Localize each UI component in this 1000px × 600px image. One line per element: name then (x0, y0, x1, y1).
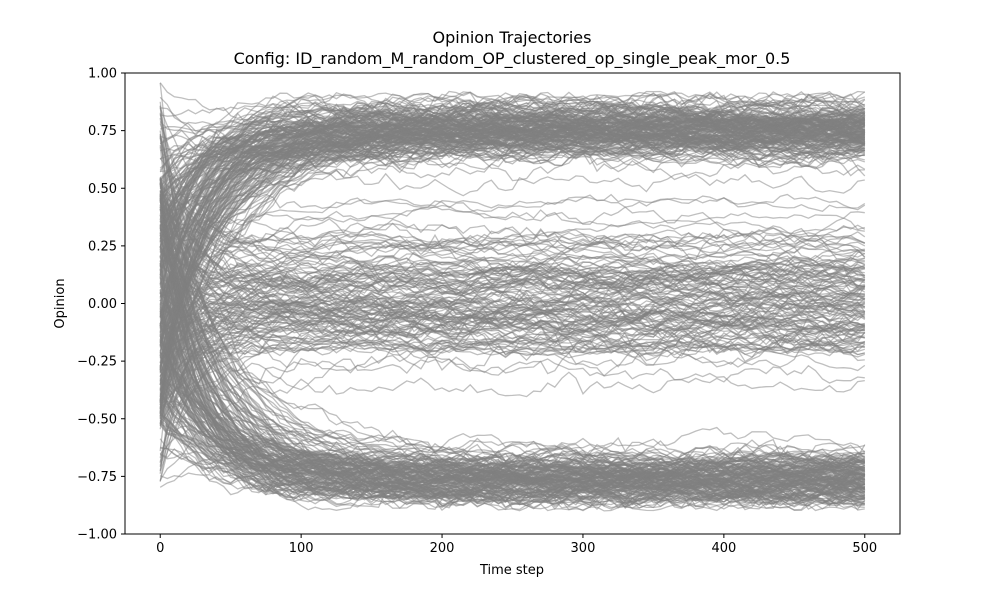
x-tick-label: 0 (156, 541, 164, 556)
y-axis-label: Opinion (53, 278, 68, 328)
chart-subtitle: Config: ID_random_M_random_OP_clustered_… (234, 49, 791, 69)
y-tick-label: 1.00 (88, 67, 117, 82)
y-tick-label: −1.00 (77, 528, 117, 543)
y-tick-label: 0.00 (88, 297, 117, 312)
x-tick-label: 200 (430, 541, 455, 556)
y-tick-label: 0.50 (88, 182, 117, 197)
x-tick-label: 400 (711, 541, 736, 556)
y-tick-label: −0.75 (77, 470, 117, 485)
y-tick-label: 0.75 (88, 124, 117, 139)
y-tick-label: 0.25 (88, 239, 117, 254)
x-tick-label: 300 (571, 541, 596, 556)
chart-title: Opinion Trajectories (433, 28, 592, 47)
y-tick-label: −0.25 (77, 355, 117, 370)
y-tick-label: −0.50 (77, 412, 117, 427)
x-tick-label: 500 (852, 541, 877, 556)
x-axis-label: Time step (479, 563, 544, 578)
x-tick-label: 100 (289, 541, 314, 556)
